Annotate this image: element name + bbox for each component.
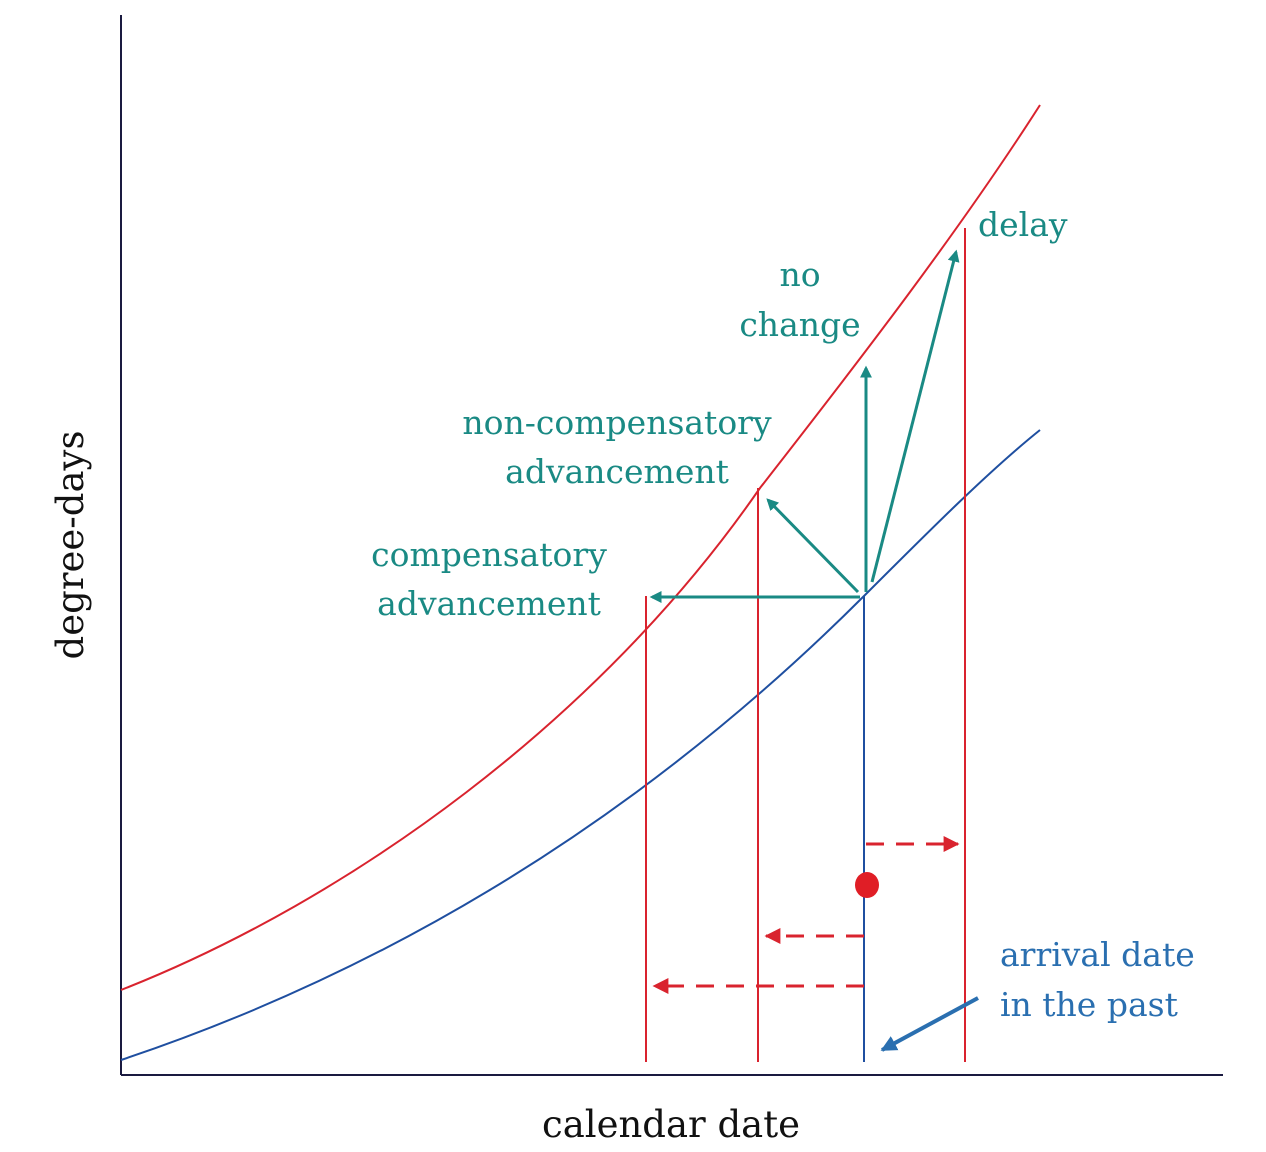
- arrival-past-label-line2: in the past: [1000, 985, 1178, 1024]
- non-compensatory-label-line1: non-compensatory: [462, 403, 772, 442]
- non-compensatory-label-line2: advancement: [505, 452, 729, 491]
- no-change-label-line2: change: [739, 305, 860, 344]
- no-change-label-line1: no: [779, 255, 820, 294]
- compensatory-label-line2: advancement: [377, 584, 601, 623]
- warm-degree-day-curve: [120, 104, 1041, 991]
- compensatory-label-line1: compensatory: [371, 535, 607, 574]
- arrival-past-label-line1: arrival date: [1000, 935, 1195, 974]
- current-arrival-marker: [855, 872, 879, 898]
- arrival-past-pointer-arrow: [880, 996, 979, 1052]
- y-axis-label: degree-days: [49, 431, 92, 660]
- past-degree-day-curve: [120, 429, 1041, 1061]
- delay-arrow: [870, 249, 960, 583]
- delay-label: delay: [978, 205, 1068, 244]
- x-axis-label: calendar date: [542, 1103, 800, 1146]
- non-compensatory-advancement-arrow: [766, 498, 860, 594]
